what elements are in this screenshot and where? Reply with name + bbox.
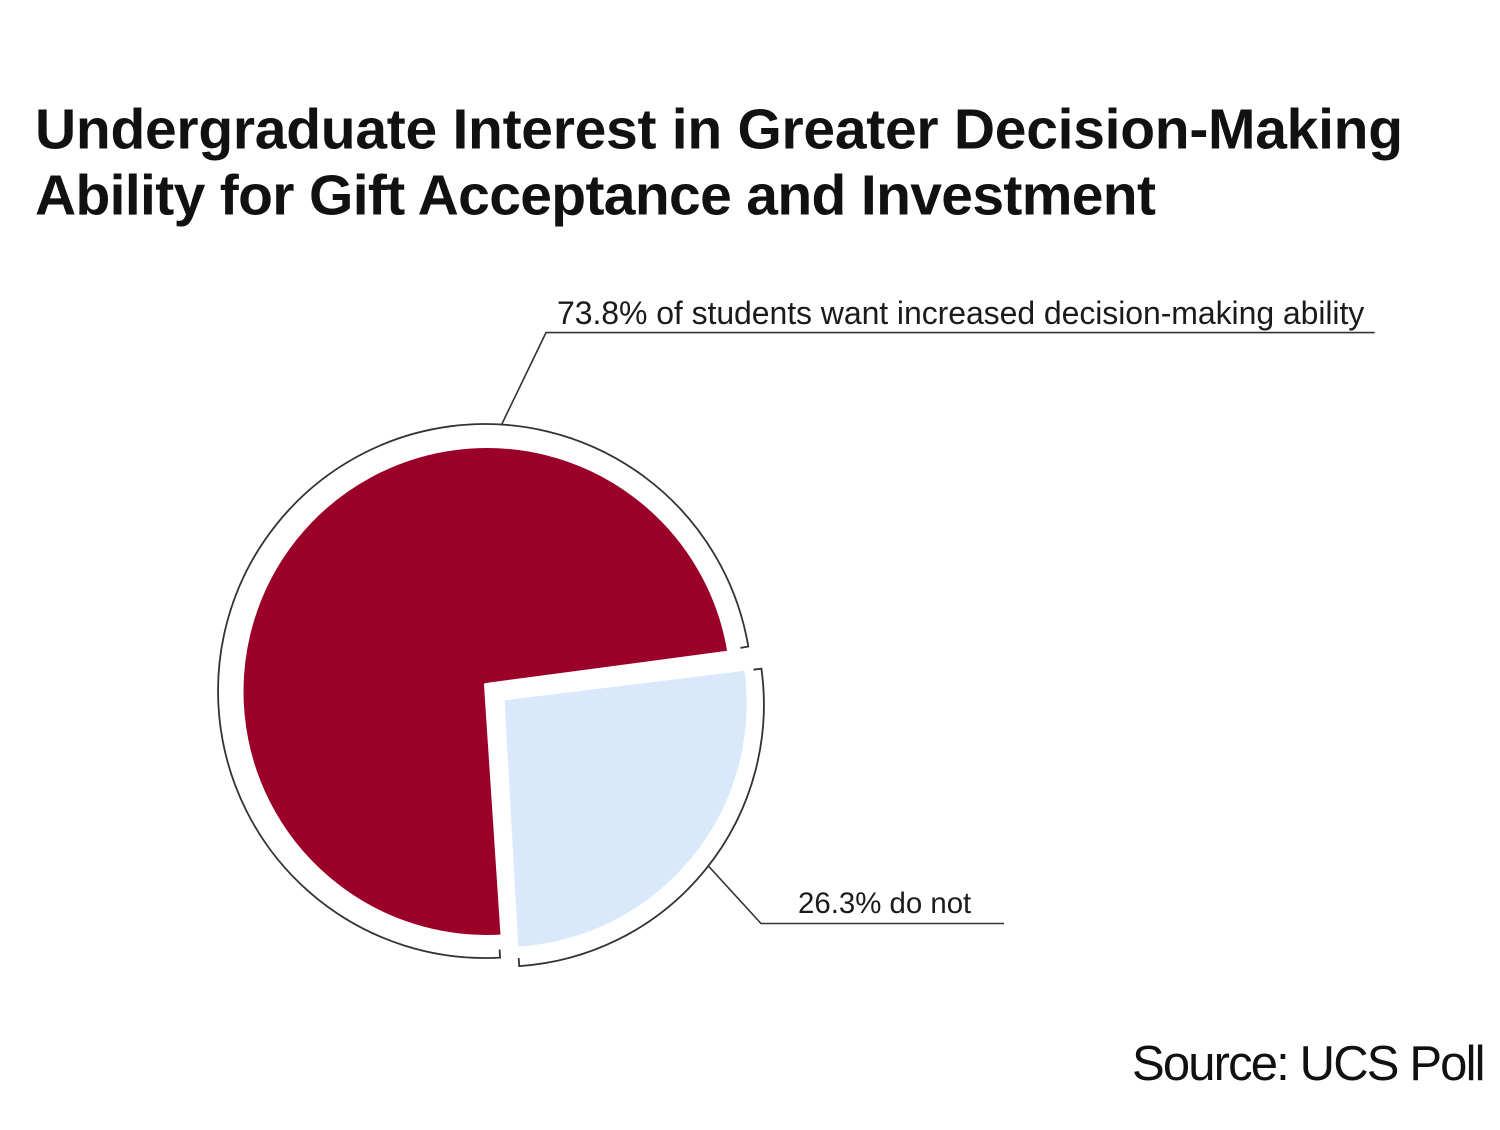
svg-text:Undergraduate Interest in Grea: Undergraduate Interest in Greater Decisi… bbox=[35, 98, 1403, 162]
svg-text:Ability for Gift Acceptance an: Ability for Gift Acceptance and Investme… bbox=[35, 164, 1156, 228]
svg-text:26.3% do not: 26.3% do not bbox=[798, 887, 971, 920]
svg-text:Source: UCS Poll: Source: UCS Poll bbox=[1132, 1037, 1484, 1091]
svg-text:73.8% of students want increas: 73.8% of students want increased decisio… bbox=[557, 295, 1364, 331]
